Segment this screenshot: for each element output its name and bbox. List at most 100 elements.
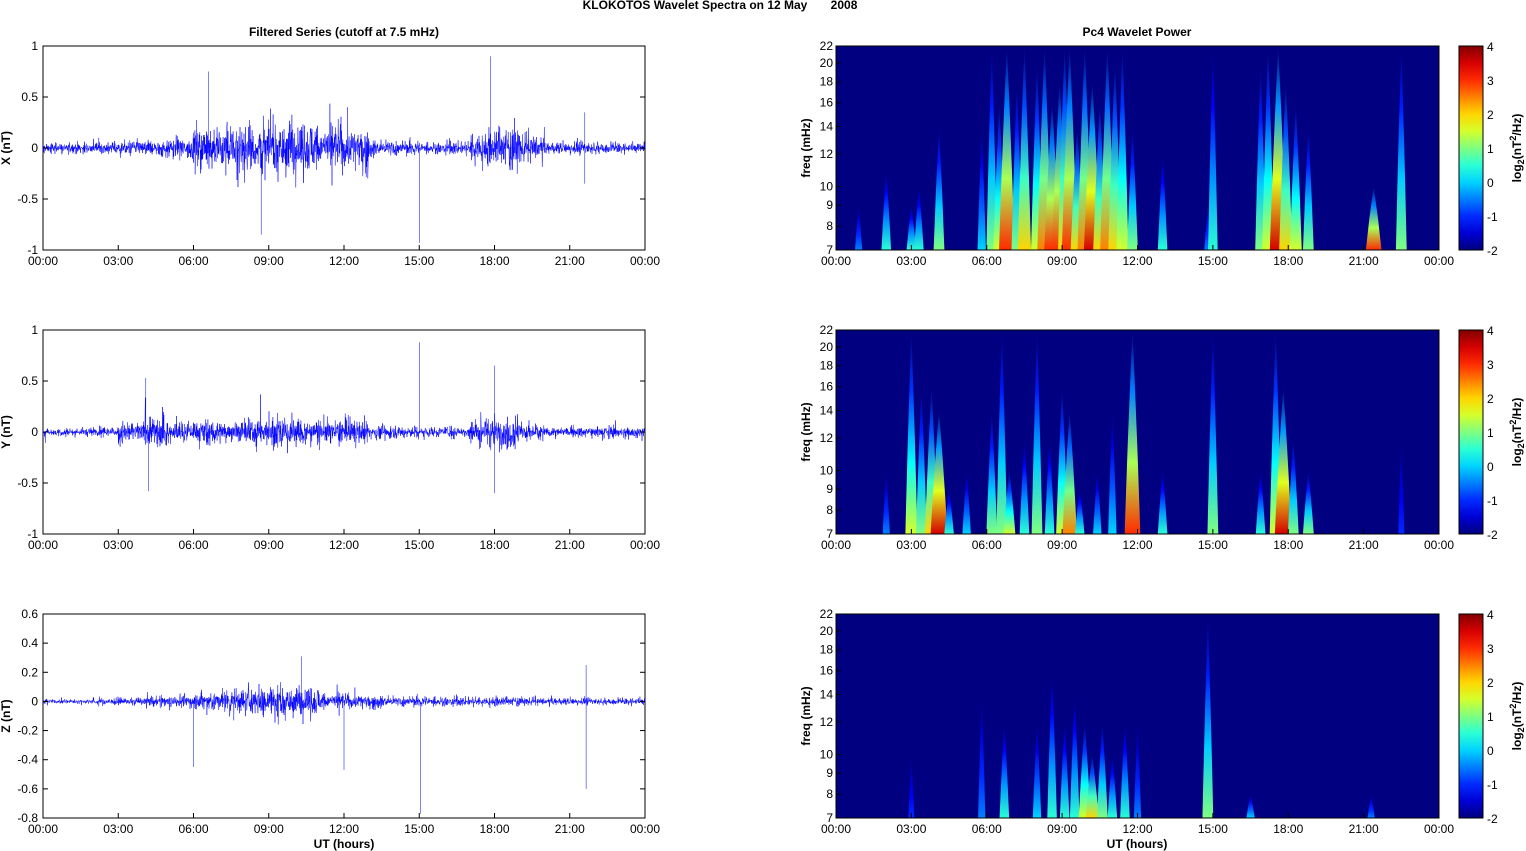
power-burst [906,205,917,250]
colorbar [1458,329,1484,535]
y-tick-label: 8 [826,787,833,801]
power-burst [986,46,998,250]
y-tick-label: 10 [820,747,834,761]
y-tick-label: 0 [31,141,38,155]
y-tick-label: -0.6 [17,782,38,796]
power-burst [1107,754,1118,818]
power-burst [978,694,986,818]
figure-title: KLOKOTOS Wavelet Spectra on 12 May 2008 [583,0,858,12]
colorbar-tick-label: -2 [1487,244,1498,258]
y-tick-label: 16 [820,380,834,394]
power-burst [1069,694,1080,818]
power-burst [1302,470,1314,534]
x-tick-label: 21:00 [1349,538,1379,552]
power-burst [1017,46,1032,250]
power-burst [1246,794,1255,818]
power-burst [1289,102,1302,250]
power-burst [1302,126,1314,250]
colorbar-tick-label: 1 [1487,426,1494,440]
power-burst [1287,437,1299,534]
y-tick-label: 7 [826,811,833,825]
x-tick-label: 00:00 [630,538,660,552]
colorbar-tick-label: 0 [1487,176,1494,190]
power-burst [1274,386,1292,534]
y-tick-label: 1 [31,323,38,337]
power-burst [1367,794,1375,818]
colorbar-tick-label: -1 [1487,210,1498,224]
power-burst [999,46,1015,250]
x-tick-label: 09:00 [1047,822,1077,836]
colorbar-tick-label: 2 [1487,108,1494,122]
power-burst [1047,670,1057,818]
y-tick-label: 7 [826,527,833,541]
y-tick-label: 0.5 [21,90,38,104]
x-tick-label: 06:00 [178,822,208,836]
y-tick-label: 12 [820,715,834,729]
y-tick-label: 22 [820,39,834,53]
x-tick-label: 21:00 [555,538,585,552]
power-burst [999,721,1010,818]
x-tick-label: 12:00 [1122,538,1152,552]
x-tick-label: 18:00 [479,822,509,836]
power-burst [1074,489,1085,534]
y-tick-label: -1 [27,527,38,541]
colorbar-label: log2(nT2/Hz) [1508,682,1526,751]
y-tick-label: 7 [826,243,833,257]
x-tick-label: 12:00 [1122,254,1152,268]
power-burst [1395,46,1407,250]
y-tick-label: 0.4 [21,636,38,650]
series-line [42,342,646,494]
y-tick-label: 22 [820,323,834,337]
power-burst [1207,330,1219,534]
x-tick-label: 15:00 [404,822,434,836]
x-tick-label: 12:00 [329,254,359,268]
colorbar-tick-label: 4 [1487,40,1494,54]
power-burst [1116,46,1129,250]
power-burst [914,186,924,250]
x-tick-label: 00:00 [630,254,660,268]
power-burst [1157,470,1168,534]
y-axis-label: freq (mHz) [799,118,813,177]
x-tick-label: 12:00 [329,538,359,552]
x-tick-label: 09:00 [1047,538,1077,552]
x-tick-label: 21:00 [555,822,585,836]
x-tick-label: 21:00 [1349,254,1379,268]
x-tick-label: 00:00 [28,254,58,268]
x-tick-label: 00:00 [28,538,58,552]
x-tick-label: 00:00 [821,822,851,836]
colorbar [1458,613,1484,819]
y-tick-label: 9 [826,766,833,780]
y-tick-label: 20 [820,56,834,70]
colorbar-tick-label: 3 [1487,642,1494,656]
y-tick-label: 18 [820,75,834,89]
power-burst [1279,81,1293,250]
power-burst [1398,437,1405,534]
y-tick-label: 9 [826,198,833,212]
bursts [855,46,1407,250]
y-tick-label: -0.8 [17,811,38,825]
colorbar-tick-label: -2 [1487,528,1498,542]
y-tick-label: 9 [826,482,833,496]
x-tick-label: 15:00 [404,254,434,268]
power-burst [1124,330,1141,534]
power-burst [1108,410,1117,534]
power-burst [1262,46,1275,250]
x-tick-label: 03:00 [103,538,133,552]
y-tick-label: -1 [27,243,38,257]
y-axis-label: freq (mHz) [799,402,813,461]
power-burst [1085,754,1099,818]
power-burst [933,126,945,250]
colorbar-tick-label: -2 [1487,812,1498,826]
x-tick-label: 06:00 [972,254,1002,268]
y-tick-label: 8 [826,219,833,233]
x-tick-label: 21:00 [555,254,585,268]
x-tick-label: 00:00 [821,538,851,552]
power-burst [881,169,892,250]
y-tick-label: 10 [820,179,834,193]
colorbar-tick-label: 0 [1487,744,1494,758]
x-tick-label: 03:00 [103,254,133,268]
power-burst [1208,46,1218,250]
power-burst [986,410,998,534]
spectrogram-background [836,46,1439,250]
x-tick-label: 03:00 [896,254,926,268]
